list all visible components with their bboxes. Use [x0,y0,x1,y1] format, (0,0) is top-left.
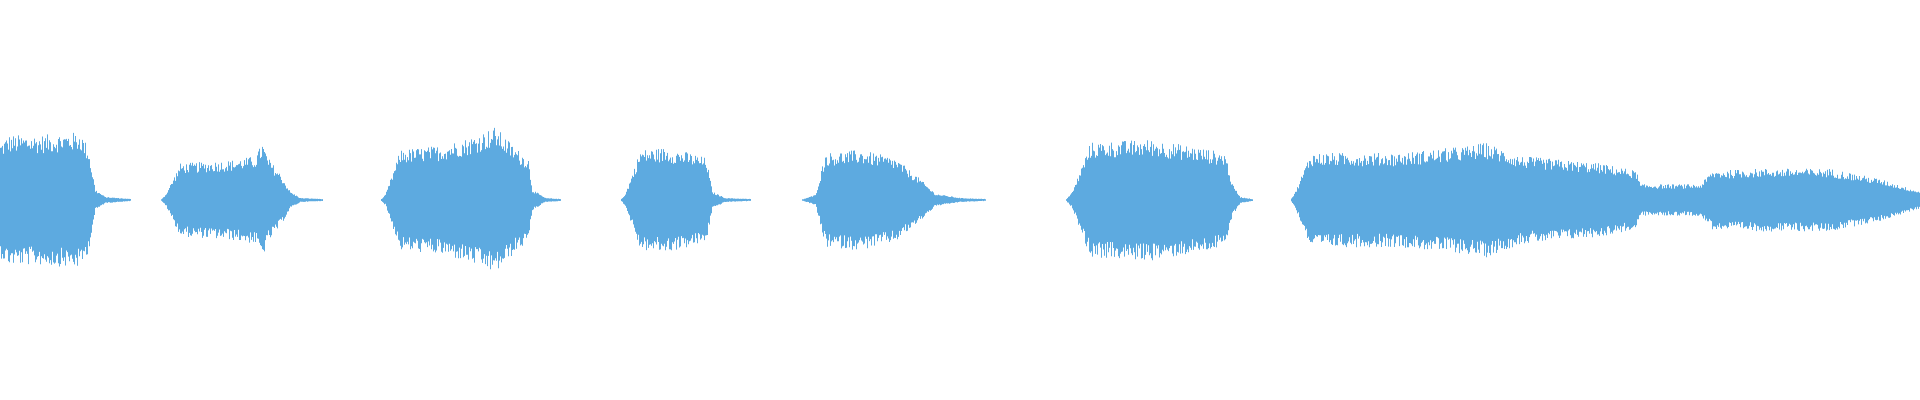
waveform-path [0,127,1920,270]
